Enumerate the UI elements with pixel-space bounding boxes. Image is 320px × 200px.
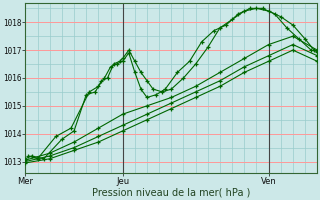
- X-axis label: Pression niveau de la mer( hPa ): Pression niveau de la mer( hPa ): [92, 187, 251, 197]
